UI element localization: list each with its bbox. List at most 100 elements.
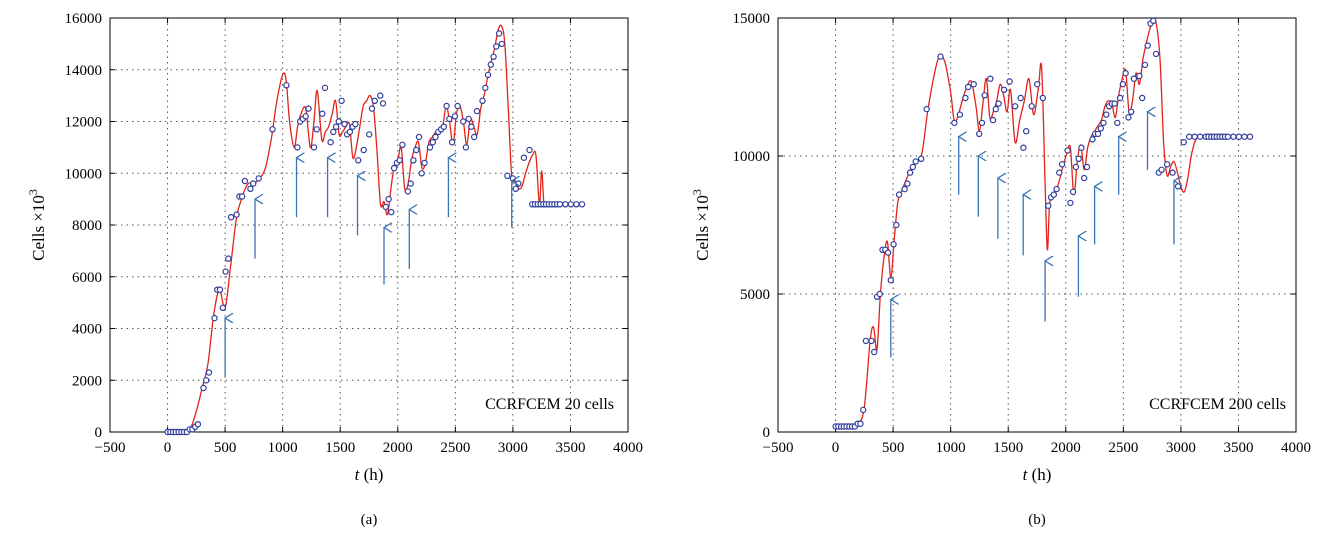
- data-point: [410, 157, 417, 164]
- data-point: [269, 126, 276, 133]
- data-point: [578, 201, 586, 208]
- data-point: [509, 175, 517, 182]
- data-point: [451, 113, 459, 120]
- data-point: [1127, 108, 1135, 116]
- data-point: [352, 120, 359, 128]
- x-tick-label: 2000: [1051, 440, 1081, 456]
- data-point: [1017, 94, 1024, 102]
- data-point: [1224, 133, 1232, 140]
- data-point: [368, 105, 376, 112]
- data-point: [448, 138, 456, 146]
- y-tick-label: 10000: [733, 149, 771, 165]
- data-point: [504, 172, 511, 179]
- y-tick-label: 8000: [72, 218, 102, 234]
- data-point: [1111, 100, 1118, 107]
- data-point: [515, 180, 522, 187]
- y-tick-label: 12000: [65, 115, 103, 131]
- x-tick-label: −500: [95, 440, 126, 456]
- data-point: [1000, 86, 1008, 94]
- x-tick-label: 500: [214, 440, 237, 456]
- annotation-a: CCRFCEM 20 cells: [485, 396, 614, 413]
- x-axis-label-a: t (h): [355, 465, 384, 484]
- data-point: [876, 290, 884, 298]
- data-point: [388, 208, 395, 216]
- data-point: [454, 102, 461, 110]
- data-point: [567, 201, 575, 208]
- x-tick-label: 1000: [268, 440, 298, 456]
- data-point: [382, 203, 389, 211]
- data-point: [1158, 166, 1165, 173]
- data-point: [471, 133, 478, 141]
- data-point: [562, 201, 569, 208]
- data-point: [332, 123, 340, 130]
- y-ticks-a: 0 2000 4000 6000 8000 10000 12000 14000 16000: [65, 11, 628, 441]
- data-point: [484, 71, 492, 79]
- data-point: [468, 123, 475, 130]
- y-ticks-b: 0 5000 10000 15000: [733, 11, 1296, 441]
- x-tick-label: −500: [763, 440, 794, 456]
- data-point: [1094, 130, 1102, 138]
- data-point: [901, 185, 908, 193]
- data-point: [1191, 133, 1198, 140]
- data-point: [1119, 80, 1127, 88]
- data-point: [1020, 144, 1027, 151]
- data-point: [976, 130, 983, 138]
- data-point: [1196, 133, 1204, 140]
- data-point: [211, 314, 218, 322]
- data-point: [355, 157, 362, 164]
- y-tick-label: 4000: [72, 322, 102, 338]
- data-point: [379, 100, 387, 107]
- y-tick-label: 6000: [72, 270, 102, 286]
- data-point: [321, 84, 329, 92]
- data-point: [335, 118, 342, 125]
- data-point: [446, 115, 453, 123]
- data-point: [371, 97, 378, 105]
- data-point: [978, 119, 986, 127]
- data-point: [498, 40, 505, 48]
- data-markers-b: [832, 17, 1254, 430]
- panel-label-a: (a): [361, 512, 378, 528]
- data-point: [1169, 169, 1176, 176]
- data-point: [862, 337, 870, 345]
- data-point: [225, 255, 232, 262]
- data-point: [1083, 163, 1091, 171]
- data-point: [302, 113, 309, 120]
- data-point: [1246, 133, 1254, 140]
- y-tick-label: 15000: [733, 11, 771, 27]
- data-point: [906, 169, 914, 176]
- data-point: [407, 180, 414, 187]
- data-point: [283, 82, 290, 89]
- data-point: [1116, 94, 1124, 102]
- x-tick-label: 500: [882, 440, 905, 456]
- data-point: [1045, 202, 1052, 209]
- x-tick-label: 3500: [555, 440, 585, 456]
- data-point: [923, 105, 930, 113]
- data-point: [970, 80, 977, 88]
- data-point: [912, 158, 919, 165]
- data-point: [360, 146, 367, 154]
- x-ticks-b: −500 0 500 1000 1500 2000 2500 3000 3500 4000: [763, 18, 1311, 456]
- data-point: [1006, 78, 1013, 85]
- data-point: [310, 144, 318, 151]
- data-point: [1136, 72, 1143, 80]
- data-point: [413, 146, 420, 154]
- data-point: [495, 30, 503, 37]
- data-point: [366, 131, 373, 138]
- data-point: [241, 177, 249, 185]
- data-point: [1230, 133, 1237, 140]
- x-tick-label: 2500: [1108, 440, 1138, 456]
- data-point: [1141, 61, 1149, 69]
- data-point: [440, 123, 447, 130]
- data-point: [962, 94, 969, 102]
- data-point: [1097, 125, 1105, 132]
- data-point: [219, 304, 226, 311]
- data-point: [556, 201, 564, 208]
- data-point: [871, 348, 878, 356]
- chart-panel-a: −500 0 500 1000 1500 2000 2500 3000 3500 4000 020…: [26, 11, 643, 528]
- data-point: [404, 188, 412, 195]
- data-point: [1163, 161, 1171, 168]
- data-point: [1103, 111, 1110, 118]
- arrows-b: [891, 112, 1174, 358]
- data-point: [1075, 155, 1082, 162]
